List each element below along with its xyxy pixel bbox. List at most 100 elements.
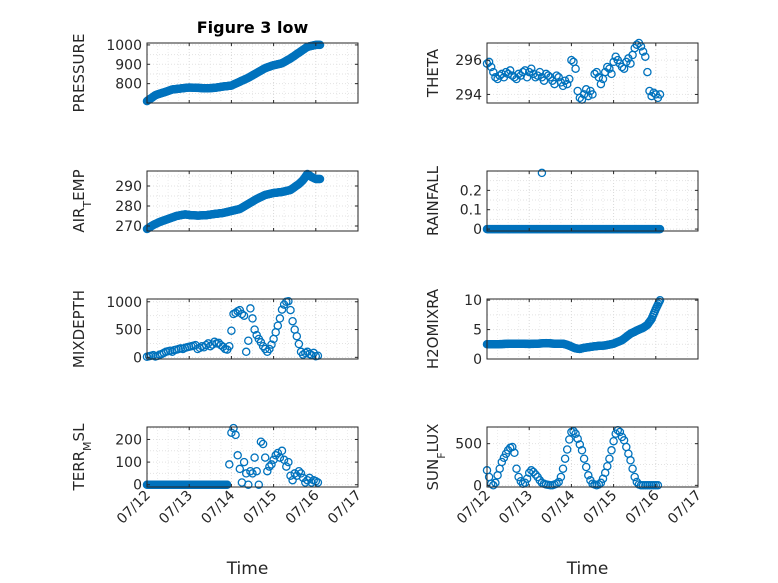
data-point — [626, 59, 635, 68]
data-point — [201, 340, 211, 350]
data-point — [248, 469, 257, 478]
data-point — [241, 347, 251, 357]
data-point — [239, 457, 249, 467]
axes-box — [486, 426, 699, 488]
data-point — [231, 430, 240, 440]
data-point — [508, 442, 517, 452]
x-tick-label: 07/15 — [241, 488, 281, 528]
y-axis-label: PRESSURE — [70, 34, 88, 113]
y-tick-label: 500 — [115, 323, 142, 339]
data-point — [562, 445, 572, 454]
data-point — [275, 314, 285, 323]
data-point — [491, 73, 500, 82]
data-point — [605, 454, 614, 463]
axes-box — [486, 298, 699, 360]
y-tick-label: 100 — [115, 455, 142, 471]
data-point — [286, 305, 295, 315]
data-point — [556, 472, 566, 482]
data-point — [254, 480, 264, 489]
series-markers — [482, 426, 663, 490]
data-point — [592, 67, 601, 77]
axes-box — [146, 170, 359, 232]
data-point — [263, 466, 272, 476]
data-point — [501, 67, 511, 77]
y-tick-label: 270 — [115, 219, 142, 235]
data-point — [222, 480, 232, 489]
y-axis-label: AIRTEMP — [70, 169, 94, 232]
panel-pressure: 800 900 1000 PRESSURE Figure 3 low — [70, 18, 359, 113]
data-point — [531, 73, 540, 82]
data-point — [565, 74, 574, 84]
data-point — [575, 440, 585, 449]
chart-title: Figure 3 low — [197, 18, 309, 37]
data-point — [584, 471, 593, 480]
data-point — [571, 429, 580, 438]
data-point — [562, 79, 572, 89]
data-point — [248, 314, 257, 323]
data-point — [298, 350, 308, 359]
data-point — [298, 473, 308, 483]
data-point — [265, 344, 274, 354]
data-point — [560, 454, 570, 463]
data-point — [514, 472, 523, 482]
data-point — [239, 311, 249, 320]
data-point — [301, 478, 310, 487]
y-tick-label: 296 — [455, 53, 482, 69]
data-point — [267, 460, 276, 469]
data-point — [237, 309, 247, 319]
data-point — [617, 62, 627, 72]
y-tick-label: 0.2 — [460, 183, 482, 199]
y-tick-label: 5 — [473, 323, 482, 339]
y-tick-label: 0 — [473, 352, 482, 368]
data-point — [277, 446, 287, 456]
data-point — [605, 64, 614, 73]
data-point — [571, 64, 580, 73]
x-tick-label: 07/17 — [325, 488, 365, 528]
data-point — [303, 475, 312, 485]
data-point — [596, 478, 606, 488]
x-tick-label: 07/17 — [665, 488, 705, 528]
data-point — [594, 480, 604, 489]
y-axis-label: MIXDEPTH — [70, 290, 88, 368]
y-tick-label: 0.1 — [460, 203, 482, 219]
y-tick-label: 1000 — [106, 38, 142, 54]
data-point — [484, 57, 494, 67]
data-point — [307, 478, 316, 487]
data-point — [282, 462, 291, 471]
data-point — [577, 446, 587, 455]
data-point — [632, 40, 642, 49]
data-point — [489, 67, 498, 77]
panel-mixdepth: 0 500 1000 MIXDEPTH — [70, 290, 359, 368]
data-point — [286, 471, 295, 480]
data-point — [244, 480, 253, 489]
data-point — [603, 461, 612, 471]
data-point — [529, 467, 538, 477]
y-tick-label: 0 — [473, 222, 482, 238]
data-point — [554, 73, 563, 82]
data-point — [588, 90, 597, 99]
x-tick-label: 07/16 — [623, 487, 663, 527]
y-tick-label: 800 — [115, 77, 142, 93]
axes-box — [146, 298, 359, 360]
data-point — [569, 426, 578, 436]
data-point — [315, 174, 325, 184]
data-point — [313, 478, 323, 487]
data-point — [626, 456, 635, 465]
x-axis-label: Time — [226, 559, 269, 579]
data-point — [510, 448, 519, 458]
data-point — [558, 464, 568, 473]
panel-sun: 07/12 07/13 07/14 07/15 07/16 07/170500SUNFLU… — [424, 424, 705, 579]
data-point — [244, 336, 253, 345]
series-markers — [482, 295, 665, 354]
data-point — [273, 448, 283, 458]
data-point — [552, 71, 561, 80]
data-point — [246, 304, 255, 313]
data-point — [655, 295, 665, 305]
y-tick-label: 0 — [133, 478, 142, 494]
data-point — [607, 69, 616, 79]
data-point — [497, 457, 507, 467]
x-tick-label: 07/13 — [156, 488, 196, 528]
panel-h2omixra: 0 5 10 H2OMIXRA — [424, 288, 699, 369]
data-point — [527, 64, 536, 73]
